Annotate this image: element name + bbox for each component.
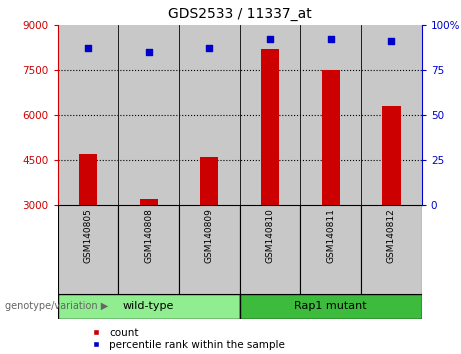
Bar xyxy=(200,157,219,205)
Bar xyxy=(240,25,301,205)
Legend: count, percentile rank within the sample: count, percentile rank within the sample xyxy=(81,324,289,354)
Point xyxy=(388,38,395,44)
Text: GSM140805: GSM140805 xyxy=(83,208,93,263)
Text: GSM140810: GSM140810 xyxy=(266,208,275,263)
Bar xyxy=(118,25,179,205)
Text: GSM140809: GSM140809 xyxy=(205,208,214,263)
Bar xyxy=(261,49,279,205)
Bar xyxy=(140,199,158,205)
Bar xyxy=(301,25,361,205)
Bar xyxy=(58,205,118,294)
Bar xyxy=(58,294,240,319)
Bar xyxy=(240,294,422,319)
Bar xyxy=(58,25,118,205)
Bar xyxy=(79,154,97,205)
Point xyxy=(84,45,92,51)
Bar xyxy=(179,205,240,294)
Bar xyxy=(382,106,401,205)
Bar xyxy=(240,205,301,294)
Text: Rap1 mutant: Rap1 mutant xyxy=(295,301,367,311)
Text: GSM140808: GSM140808 xyxy=(144,208,153,263)
Bar xyxy=(361,25,422,205)
Text: genotype/variation ▶: genotype/variation ▶ xyxy=(5,301,108,311)
Bar xyxy=(118,205,179,294)
Bar xyxy=(322,70,340,205)
Text: GSM140812: GSM140812 xyxy=(387,208,396,263)
Title: GDS2533 / 11337_at: GDS2533 / 11337_at xyxy=(168,7,312,21)
Point xyxy=(327,36,334,42)
Bar xyxy=(361,205,422,294)
Bar xyxy=(179,25,240,205)
Point xyxy=(145,49,152,55)
Text: GSM140811: GSM140811 xyxy=(326,208,335,263)
Point xyxy=(266,36,274,42)
Text: wild-type: wild-type xyxy=(123,301,174,311)
Bar xyxy=(301,205,361,294)
Point xyxy=(206,45,213,51)
